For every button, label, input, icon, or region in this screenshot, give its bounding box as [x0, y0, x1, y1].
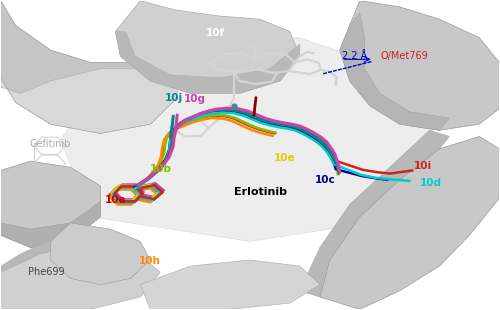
Text: 10b: 10b: [150, 164, 172, 174]
Text: 10a: 10a: [104, 195, 126, 205]
Polygon shape: [340, 1, 500, 130]
Text: 10i: 10i: [414, 161, 432, 171]
Text: 10j: 10j: [165, 93, 184, 103]
Text: Phe699: Phe699: [28, 267, 64, 277]
Polygon shape: [116, 32, 300, 93]
Text: O/Met769: O/Met769: [380, 51, 428, 61]
Text: Erlotinib: Erlotinib: [234, 187, 287, 197]
Polygon shape: [320, 136, 500, 309]
Text: 10f: 10f: [206, 28, 225, 38]
Polygon shape: [0, 201, 100, 248]
Polygon shape: [140, 260, 320, 309]
Polygon shape: [0, 241, 160, 309]
Polygon shape: [50, 223, 150, 285]
Text: Gefitinib: Gefitinib: [30, 139, 71, 149]
Text: 2.2 Å: 2.2 Å: [342, 51, 367, 61]
Text: 10e: 10e: [274, 153, 295, 163]
Polygon shape: [116, 1, 300, 93]
Text: 10g: 10g: [184, 95, 206, 104]
Polygon shape: [300, 130, 450, 297]
Polygon shape: [0, 1, 175, 133]
Polygon shape: [0, 69, 180, 133]
Polygon shape: [340, 13, 450, 130]
Polygon shape: [60, 38, 440, 241]
Text: 10h: 10h: [140, 256, 161, 267]
Text: 10c: 10c: [315, 175, 336, 185]
Polygon shape: [0, 161, 100, 248]
Polygon shape: [0, 229, 100, 272]
Text: 10d: 10d: [420, 178, 442, 188]
